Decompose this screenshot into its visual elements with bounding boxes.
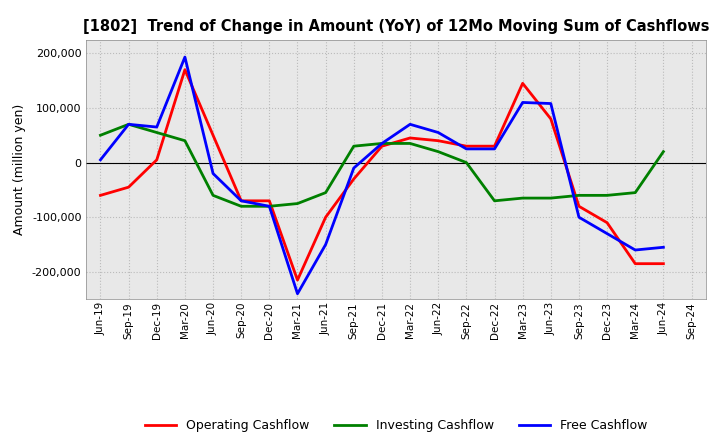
Operating Cashflow xyxy=(575,204,583,209)
Investing Cashflow xyxy=(153,130,161,135)
Operating Cashflow xyxy=(237,198,246,203)
Operating Cashflow xyxy=(349,176,358,182)
Free Cashflow xyxy=(434,130,443,135)
Free Cashflow xyxy=(181,55,189,60)
Free Cashflow xyxy=(603,231,611,236)
Free Cashflow xyxy=(575,215,583,220)
Investing Cashflow xyxy=(575,193,583,198)
Operating Cashflow xyxy=(209,132,217,138)
Free Cashflow xyxy=(490,146,499,151)
Y-axis label: Amount (million yen): Amount (million yen) xyxy=(14,104,27,235)
Operating Cashflow xyxy=(546,116,555,121)
Free Cashflow xyxy=(96,157,105,162)
Free Cashflow xyxy=(518,100,527,105)
Investing Cashflow xyxy=(237,204,246,209)
Investing Cashflow xyxy=(434,149,443,154)
Operating Cashflow xyxy=(181,67,189,72)
Line: Free Cashflow: Free Cashflow xyxy=(101,57,663,294)
Free Cashflow xyxy=(631,247,639,253)
Investing Cashflow xyxy=(490,198,499,203)
Operating Cashflow xyxy=(631,261,639,266)
Investing Cashflow xyxy=(321,190,330,195)
Operating Cashflow xyxy=(265,198,274,203)
Line: Operating Cashflow: Operating Cashflow xyxy=(101,70,663,280)
Operating Cashflow xyxy=(462,143,471,149)
Operating Cashflow xyxy=(96,193,105,198)
Line: Investing Cashflow: Investing Cashflow xyxy=(101,125,663,206)
Operating Cashflow xyxy=(434,138,443,143)
Investing Cashflow xyxy=(377,141,386,146)
Operating Cashflow xyxy=(125,184,133,190)
Investing Cashflow xyxy=(265,204,274,209)
Investing Cashflow xyxy=(96,132,105,138)
Investing Cashflow xyxy=(125,122,133,127)
Free Cashflow xyxy=(153,125,161,130)
Free Cashflow xyxy=(377,141,386,146)
Operating Cashflow xyxy=(490,143,499,149)
Investing Cashflow xyxy=(603,193,611,198)
Free Cashflow xyxy=(349,165,358,171)
Free Cashflow xyxy=(546,101,555,106)
Free Cashflow xyxy=(406,122,415,127)
Free Cashflow xyxy=(209,171,217,176)
Free Cashflow xyxy=(237,198,246,203)
Operating Cashflow xyxy=(659,261,667,266)
Operating Cashflow xyxy=(603,220,611,225)
Free Cashflow xyxy=(462,146,471,151)
Investing Cashflow xyxy=(518,195,527,201)
Free Cashflow xyxy=(659,245,667,250)
Operating Cashflow xyxy=(153,157,161,162)
Operating Cashflow xyxy=(518,81,527,86)
Operating Cashflow xyxy=(321,215,330,220)
Title: [1802]  Trend of Change in Amount (YoY) of 12Mo Moving Sum of Cashflows: [1802] Trend of Change in Amount (YoY) o… xyxy=(83,19,709,34)
Free Cashflow xyxy=(265,204,274,209)
Investing Cashflow xyxy=(181,138,189,143)
Investing Cashflow xyxy=(462,160,471,165)
Investing Cashflow xyxy=(406,141,415,146)
Free Cashflow xyxy=(125,122,133,127)
Investing Cashflow xyxy=(659,149,667,154)
Legend: Operating Cashflow, Investing Cashflow, Free Cashflow: Operating Cashflow, Investing Cashflow, … xyxy=(140,414,652,437)
Operating Cashflow xyxy=(377,143,386,149)
Free Cashflow xyxy=(293,291,302,297)
Investing Cashflow xyxy=(349,143,358,149)
Investing Cashflow xyxy=(293,201,302,206)
Operating Cashflow xyxy=(406,136,415,141)
Operating Cashflow xyxy=(293,278,302,283)
Investing Cashflow xyxy=(209,193,217,198)
Investing Cashflow xyxy=(631,190,639,195)
Investing Cashflow xyxy=(546,195,555,201)
Free Cashflow xyxy=(321,242,330,247)
